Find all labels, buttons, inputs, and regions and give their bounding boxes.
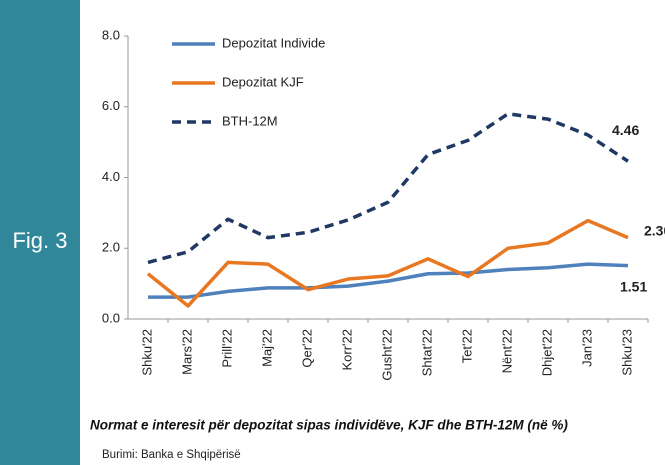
y-tick-label: 4.0 — [102, 169, 120, 184]
figure-label: Fig. 3 — [12, 228, 67, 253]
series-line — [148, 262, 629, 299]
x-tick-label: Mars'22 — [179, 329, 194, 375]
x-tick-label: Korr'22 — [339, 329, 354, 371]
x-tick-label: Jan'23 — [579, 329, 594, 367]
y-tick-label: 2.0 — [102, 240, 120, 255]
source: Burimi: Banka e Shqipërisë — [102, 449, 241, 461]
caption: Normat e interesit për depozitat sipas i… — [90, 418, 568, 433]
x-tick-label: Nënt'22 — [499, 329, 514, 373]
y-tick-label: 0.0 — [102, 310, 120, 325]
x-tick-label: Qer'22 — [299, 329, 314, 368]
data-label: 1.51 — [620, 278, 647, 294]
legend-label: Depozitat KJF — [222, 74, 304, 89]
x-tick-label: Prill'22 — [219, 329, 234, 368]
x-tick-label: Shku'22 — [139, 329, 154, 376]
x-tick-label: Gusht'22 — [379, 329, 394, 381]
x-tick-label: Tet'22 — [459, 329, 474, 363]
data-label: 4.46 — [612, 122, 639, 138]
series-line — [146, 218, 629, 308]
x-tick-label: Dhjet'22 — [539, 329, 554, 376]
y-tick-label: 6.0 — [102, 98, 120, 113]
x-tick-label: Maj'22 — [259, 329, 274, 367]
data-label: 2.30 — [644, 222, 665, 238]
legend-label: BTH-12M — [222, 113, 278, 128]
x-tick-label: Shku'23 — [619, 329, 634, 376]
side-panel — [0, 0, 80, 465]
y-tick-label: 8.0 — [102, 27, 120, 42]
x-tick-label: Shtat'22 — [419, 329, 434, 376]
series-line — [147, 112, 629, 265]
legend-label: Depozitat Individe — [222, 35, 325, 50]
